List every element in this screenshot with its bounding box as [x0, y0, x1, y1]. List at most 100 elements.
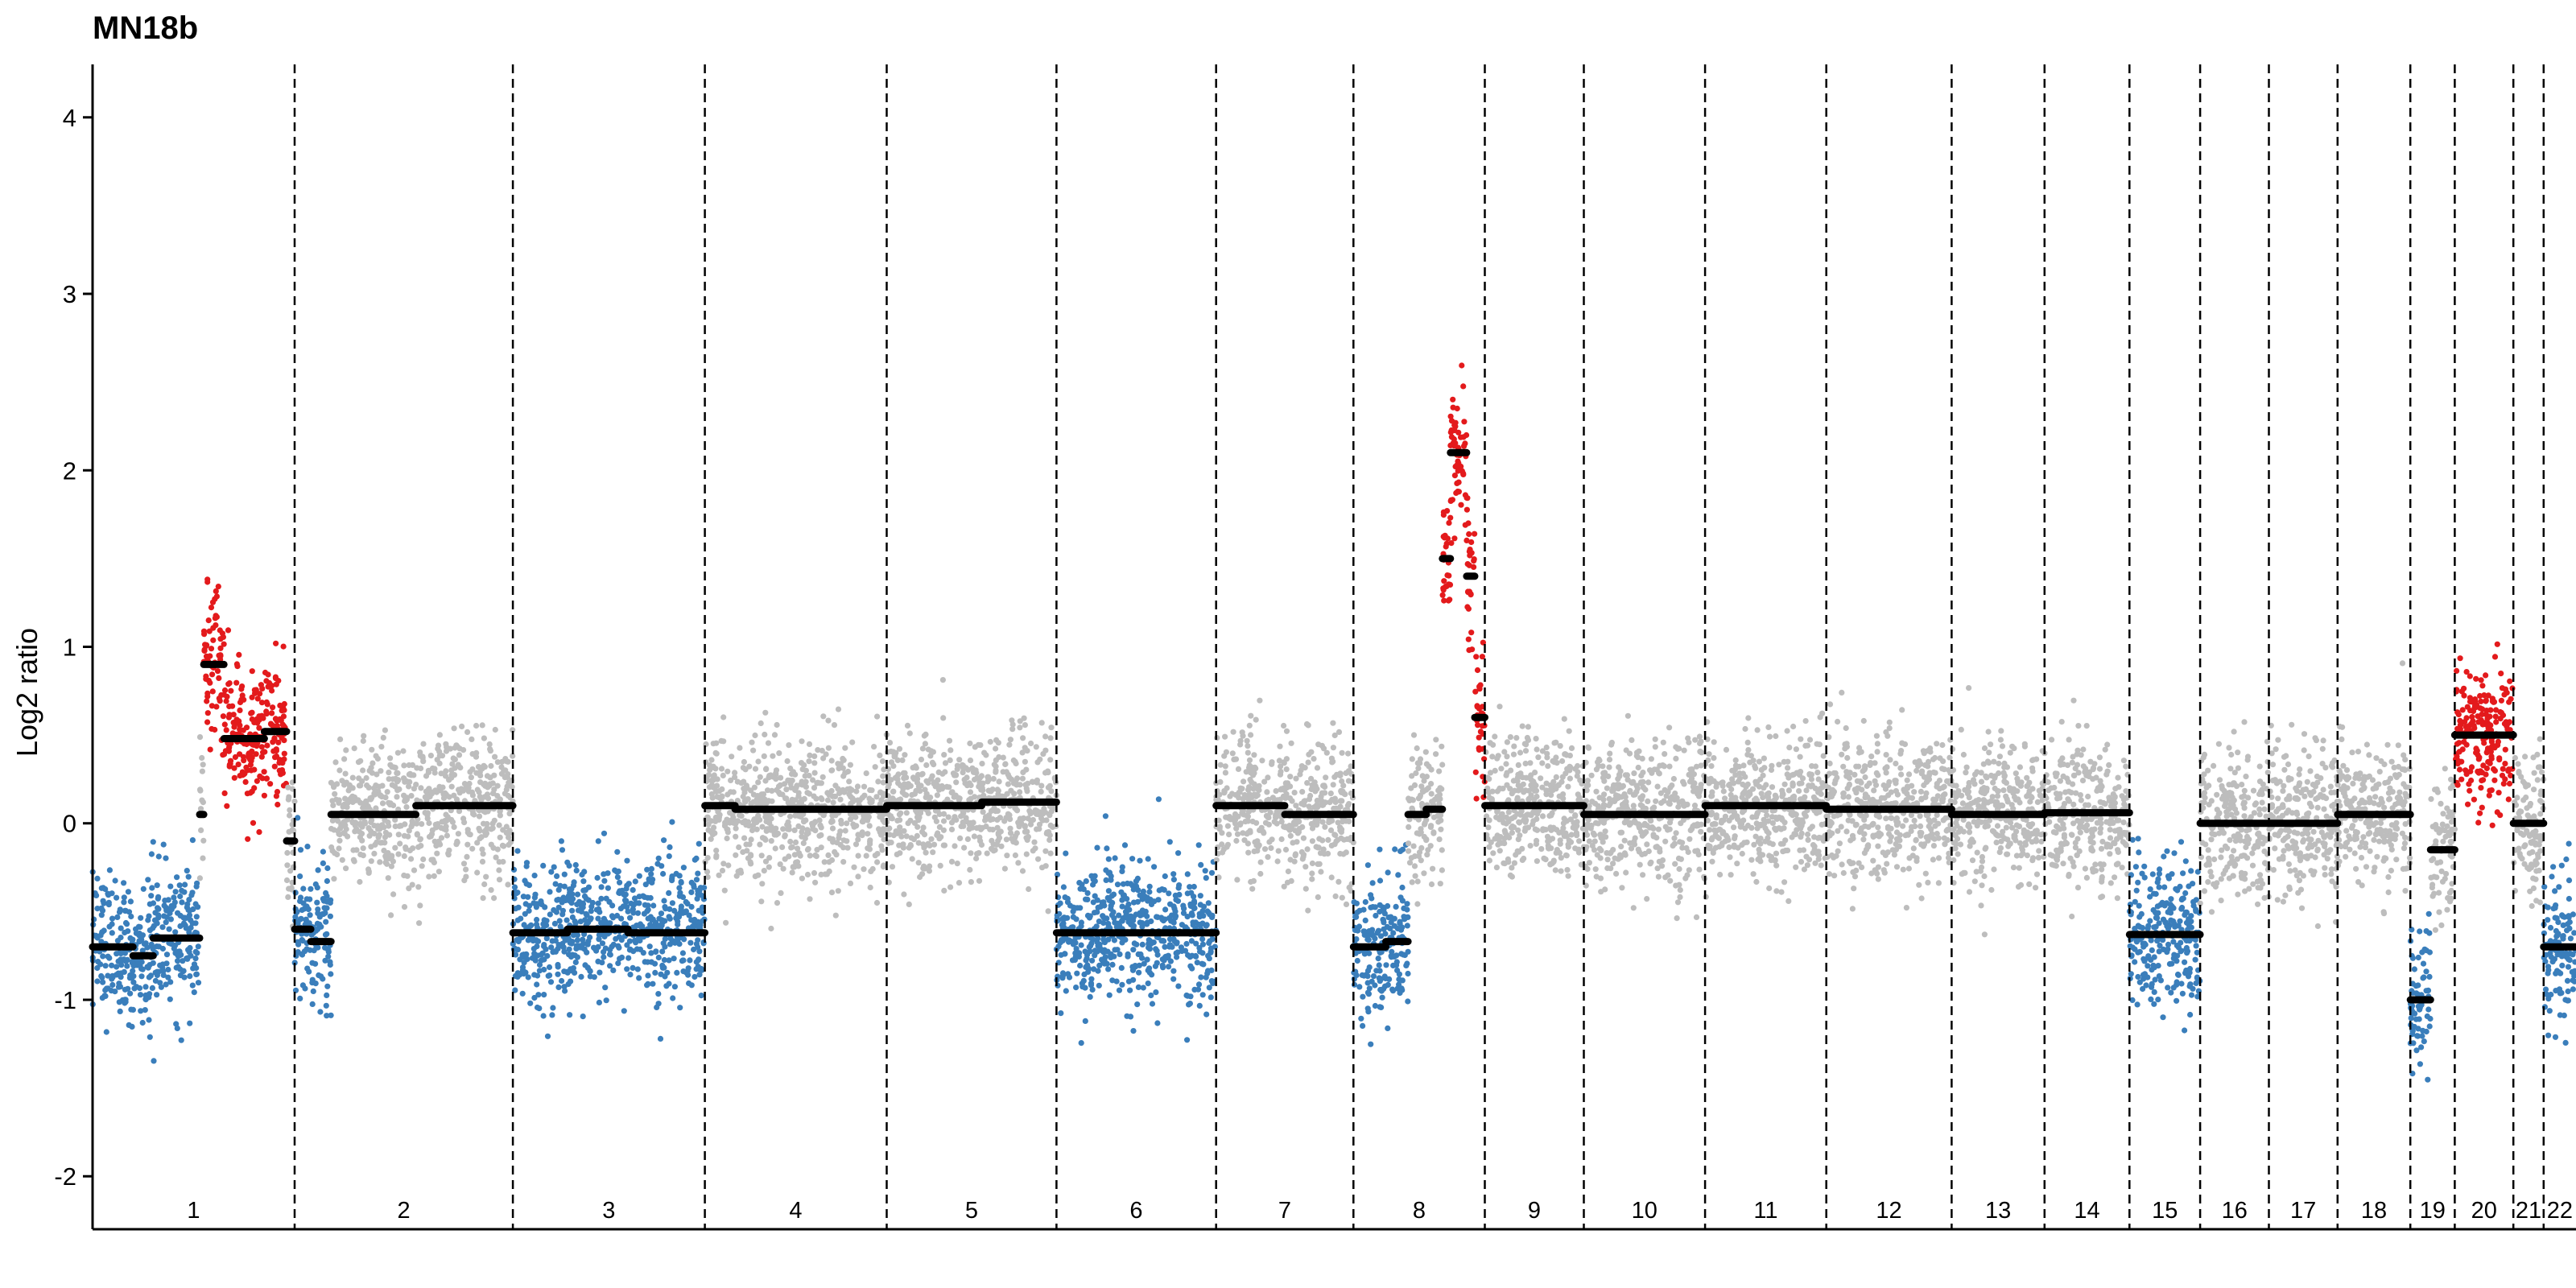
data-point: [1314, 802, 1320, 808]
data-point: [386, 776, 392, 782]
data-point: [223, 698, 229, 704]
data-point: [1026, 807, 1033, 814]
data-point: [749, 827, 756, 834]
data-point: [1460, 470, 1467, 477]
data-point: [948, 826, 956, 832]
data-point: [957, 835, 964, 841]
data-point: [947, 884, 954, 890]
data-point: [937, 862, 943, 869]
data-point: [237, 722, 243, 729]
data-point: [1378, 1004, 1385, 1010]
data-point: [1391, 953, 1397, 960]
data-point: [109, 930, 115, 936]
data-point: [118, 950, 124, 957]
data-point: [108, 988, 114, 994]
data-point: [360, 845, 366, 852]
data-point: [513, 952, 519, 958]
data-point: [139, 947, 146, 954]
data-point: [381, 848, 387, 854]
data-point: [436, 760, 443, 767]
data-point: [1323, 774, 1329, 781]
data-point: [1229, 750, 1236, 757]
data-point: [200, 762, 206, 768]
data-point: [819, 796, 825, 803]
data-point: [1195, 986, 1202, 993]
data-point: [1314, 765, 1321, 771]
data-point: [506, 779, 512, 786]
data-point: [576, 898, 583, 905]
data-point: [1504, 739, 1510, 745]
data-point: [1114, 881, 1121, 888]
data-point: [741, 789, 748, 796]
data-point: [125, 889, 131, 895]
data-point: [903, 833, 910, 840]
data-point: [1539, 760, 1546, 766]
data-point: [735, 818, 741, 824]
data-point: [205, 617, 212, 624]
data-point: [1278, 836, 1285, 843]
data-point: [1462, 440, 1468, 447]
data-point: [595, 900, 601, 906]
data-point: [585, 884, 592, 890]
data-point: [724, 829, 731, 836]
data-point: [207, 746, 213, 753]
data-point: [213, 588, 219, 595]
data-point: [1039, 811, 1046, 817]
data-point: [202, 642, 208, 648]
data-point: [1187, 902, 1194, 910]
data-point: [213, 622, 219, 629]
data-point: [260, 715, 266, 721]
data-point: [109, 976, 115, 982]
data-point: [1306, 796, 1313, 803]
data-point: [701, 885, 708, 891]
data-point: [114, 894, 120, 901]
data-point: [1103, 867, 1109, 873]
data-point: [1130, 914, 1137, 920]
data-point: [632, 878, 638, 885]
data-point: [177, 893, 184, 900]
data-point: [258, 753, 265, 760]
data-point: [1245, 808, 1252, 815]
data-point: [1045, 770, 1051, 776]
data-point: [1271, 819, 1278, 825]
data-point: [474, 840, 481, 846]
data-point: [259, 685, 266, 692]
data-point: [695, 937, 701, 943]
data-point: [121, 894, 127, 901]
data-point: [414, 820, 420, 827]
data-point: [800, 840, 807, 846]
data-point: [258, 700, 266, 706]
data-point: [738, 813, 745, 819]
data-point: [935, 830, 941, 836]
data-point: [799, 797, 805, 803]
data-point: [332, 791, 338, 797]
data-point: [1430, 865, 1436, 872]
data-point: [1404, 906, 1410, 913]
data-point: [1410, 732, 1418, 738]
data-point: [1089, 957, 1096, 964]
data-point: [448, 767, 455, 774]
data-point: [1025, 833, 1031, 840]
data-point: [332, 759, 339, 766]
data-point: [496, 877, 503, 883]
data-point: [1314, 786, 1320, 792]
data-point: [217, 698, 223, 704]
data-point: [308, 886, 314, 892]
data-point: [1493, 814, 1500, 820]
data-point: [324, 877, 330, 885]
data-point: [180, 920, 188, 927]
data-point: [1469, 646, 1476, 653]
data-point: [802, 835, 808, 842]
data-point: [547, 889, 553, 895]
data-point: [606, 920, 613, 927]
data-point: [1451, 443, 1457, 449]
data-point: [514, 848, 521, 854]
data-point: [130, 963, 137, 969]
data-point: [804, 847, 811, 853]
data-point: [480, 851, 486, 857]
data-point: [961, 844, 968, 851]
data-point: [1046, 836, 1053, 843]
data-point: [847, 762, 853, 768]
data-point: [761, 753, 767, 760]
data-point: [1283, 756, 1290, 762]
